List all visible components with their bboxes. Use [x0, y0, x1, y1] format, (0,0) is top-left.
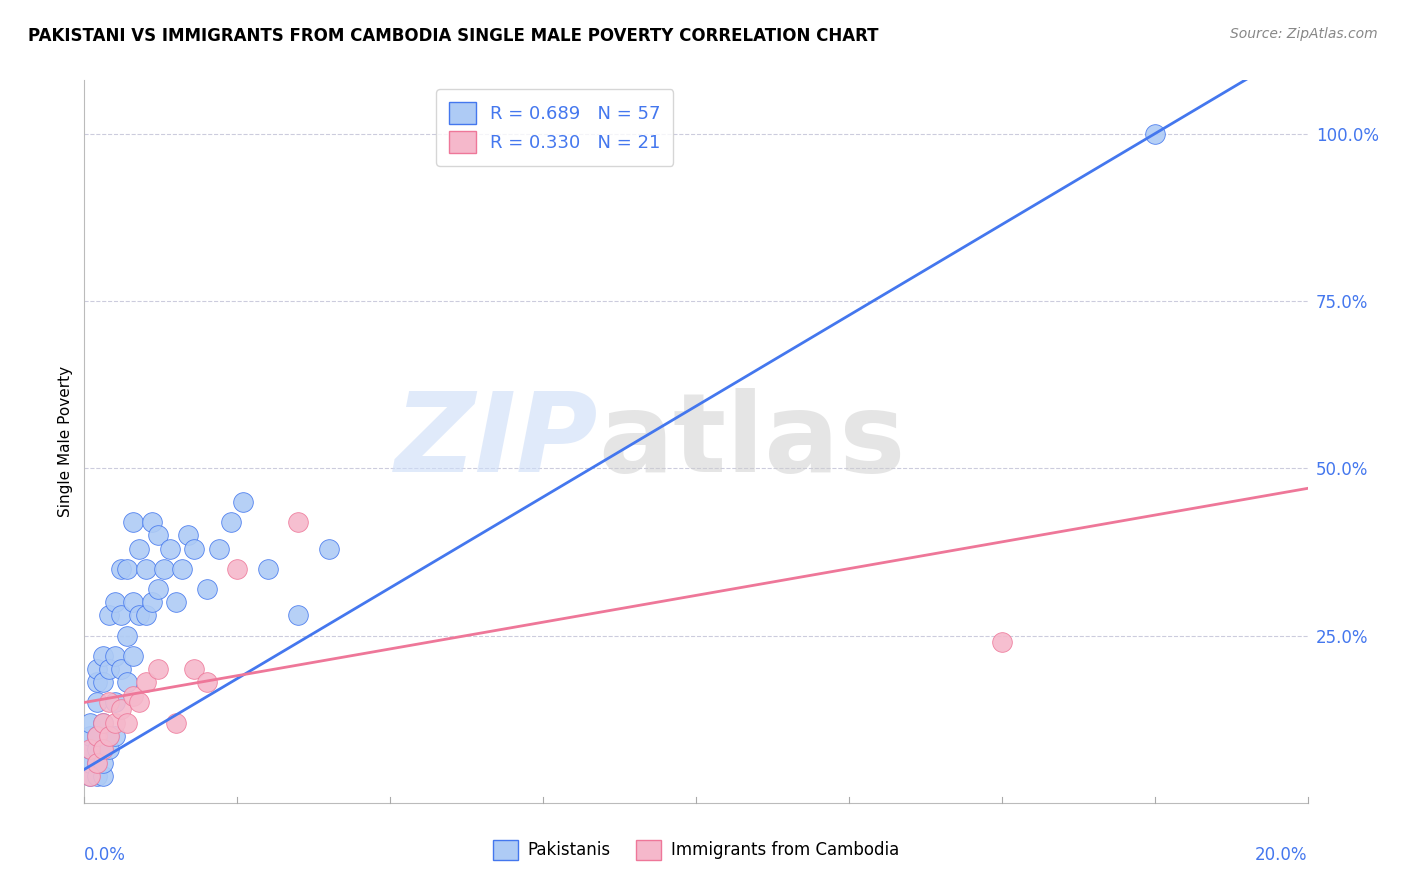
- Point: [128, 696, 150, 710]
- Point: [79, 769, 101, 783]
- Point: [1143, 127, 1166, 141]
- Point: [104, 595, 127, 609]
- Point: [195, 675, 218, 690]
- Point: [232, 494, 254, 508]
- Point: [79, 715, 101, 730]
- Point: [122, 595, 145, 609]
- Point: [79, 769, 101, 783]
- Point: [172, 562, 194, 576]
- Point: [91, 742, 114, 756]
- Text: PAKISTANI VS IMMIGRANTS FROM CAMBODIA SINGLE MALE POVERTY CORRELATION CHART: PAKISTANI VS IMMIGRANTS FROM CAMBODIA SI…: [28, 27, 879, 45]
- Point: [104, 648, 127, 663]
- Point: [318, 541, 340, 556]
- Text: 20.0%: 20.0%: [1256, 847, 1308, 864]
- Point: [86, 742, 108, 756]
- Point: [115, 715, 138, 730]
- Point: [97, 662, 120, 676]
- Point: [287, 608, 309, 623]
- Point: [141, 515, 163, 529]
- Point: [97, 729, 120, 743]
- Point: [183, 541, 205, 556]
- Text: atlas: atlas: [598, 388, 905, 495]
- Point: [97, 742, 120, 756]
- Point: [146, 528, 169, 542]
- Point: [97, 696, 120, 710]
- Point: [122, 648, 145, 663]
- Point: [104, 715, 127, 730]
- Point: [165, 595, 187, 609]
- Point: [208, 541, 231, 556]
- Point: [79, 756, 101, 770]
- Point: [91, 648, 114, 663]
- Point: [86, 729, 108, 743]
- Point: [86, 662, 108, 676]
- Point: [135, 562, 157, 576]
- Text: 0.0%: 0.0%: [84, 847, 127, 864]
- Point: [104, 696, 127, 710]
- Point: [97, 608, 120, 623]
- Point: [91, 675, 114, 690]
- Text: Source: ZipAtlas.com: Source: ZipAtlas.com: [1230, 27, 1378, 41]
- Point: [195, 582, 218, 596]
- Point: [146, 582, 169, 596]
- Point: [177, 528, 200, 542]
- Point: [115, 675, 138, 690]
- Point: [91, 769, 114, 783]
- Point: [135, 608, 157, 623]
- Legend: Pakistanis, Immigrants from Cambodia: Pakistanis, Immigrants from Cambodia: [486, 833, 905, 867]
- Point: [165, 715, 187, 730]
- Point: [110, 562, 132, 576]
- Point: [86, 675, 108, 690]
- Point: [991, 635, 1014, 649]
- Point: [115, 628, 138, 642]
- Y-axis label: Single Male Poverty: Single Male Poverty: [58, 366, 73, 517]
- Point: [86, 756, 108, 770]
- Point: [219, 515, 242, 529]
- Point: [128, 541, 150, 556]
- Point: [226, 562, 249, 576]
- Point: [122, 515, 145, 529]
- Point: [128, 608, 150, 623]
- Point: [153, 562, 176, 576]
- Point: [104, 729, 127, 743]
- Point: [79, 729, 101, 743]
- Point: [287, 515, 309, 529]
- Point: [135, 675, 157, 690]
- Point: [257, 562, 280, 576]
- Point: [86, 769, 108, 783]
- Point: [146, 662, 169, 676]
- Point: [159, 541, 181, 556]
- Point: [86, 696, 108, 710]
- Point: [91, 715, 114, 730]
- Point: [91, 715, 114, 730]
- Point: [91, 742, 114, 756]
- Point: [91, 756, 114, 770]
- Point: [79, 742, 101, 756]
- Point: [110, 662, 132, 676]
- Point: [86, 729, 108, 743]
- Point: [86, 756, 108, 770]
- Point: [110, 702, 132, 716]
- Point: [141, 595, 163, 609]
- Point: [115, 562, 138, 576]
- Point: [110, 608, 132, 623]
- Point: [97, 729, 120, 743]
- Point: [122, 689, 145, 703]
- Point: [79, 742, 101, 756]
- Point: [183, 662, 205, 676]
- Text: ZIP: ZIP: [395, 388, 598, 495]
